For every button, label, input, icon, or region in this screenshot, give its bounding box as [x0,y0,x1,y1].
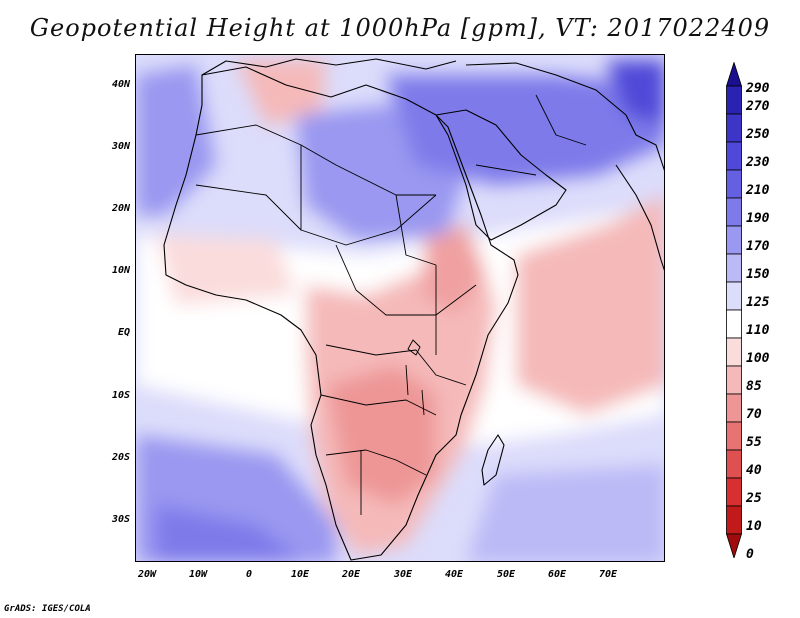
colorbar-swatch [725,533,743,560]
colorbar-swatch [726,281,742,311]
lat-label: EQ [117,327,130,338]
lake-malawi [421,389,425,416]
lon-label: 70E [598,569,618,580]
lat-label: 20N [111,203,130,214]
field-high-iran [606,60,664,125]
colorbar-label: 250 [746,127,770,142]
lon-label: 10W [188,569,208,580]
colorbar-label: 230 [746,155,770,170]
europe-coast [201,58,457,76]
field-high-south-atlantic-core [156,505,304,561]
colorbar-label: 0 [746,547,754,562]
colorbar-label: 110 [746,323,770,338]
colorbar-swatch [726,113,742,143]
lat-label: 30N [111,141,130,152]
colorbar-swatch [726,309,742,339]
border-sudan [395,194,437,266]
lon-label: 10E [290,569,310,580]
border-west [195,184,302,231]
lon-label: 60E [547,569,567,580]
colorbar-swatch [726,337,742,367]
field-lowest-africa [326,365,436,505]
colorbar-label: 70 [746,407,762,422]
lon-label: 0 [245,569,253,580]
map-panel [135,54,665,562]
colorbar-swatch [726,225,742,255]
field-high-middle-east [386,75,664,185]
colorbar-swatch [726,505,742,535]
colorbar-swatch [726,477,742,507]
colorbar-label: 55 [746,435,762,450]
asia-coast [465,62,664,171]
colorbar-swatch [725,61,743,87]
lon-label: 40E [444,569,464,580]
colorbar-swatch [726,141,742,171]
field-low-mediterranean [236,60,326,125]
coastlines [163,58,664,561]
colorbar-swatch [726,169,742,199]
colorbar-label: 100 [746,351,770,366]
border-congo [325,344,467,386]
field-high-northwest [136,65,216,215]
colorbar-swatch [726,365,742,395]
madagascar-coast [481,434,505,486]
colorbar-label: 125 [746,295,770,310]
colorbar [725,61,743,562]
lat-label: 10N [111,265,130,276]
field-low-west-africa [156,235,296,305]
colorbar-label: 190 [746,211,770,226]
colorbar-label: 170 [746,239,770,254]
colorbar-label: 210 [746,183,770,198]
colorbar-swatch [726,85,742,115]
colorbar-label: 290 [746,81,770,96]
colorbar-swatch [726,421,742,451]
colorbar-swatch [726,197,742,227]
border-north [195,124,436,196]
border-iran [535,94,587,146]
lat-label: 30S [111,514,130,525]
colorbar-label: 10 [746,519,762,534]
colorbar-swatch [726,393,742,423]
border-zambia [320,394,437,416]
africa-coast [163,66,519,561]
lat-label: 20S [111,452,130,463]
chart-title: Geopotential Height at 1000hPa [gpm], VT… [29,14,771,42]
lon-label: 30E [393,569,413,580]
field-low-indian-ocean [516,196,664,415]
lake-victoria [407,339,421,356]
grads-credit: GrADS: IGES/COLA [4,604,91,614]
field-low-ethiopia [421,225,486,315]
colorbar-label: 40 [746,463,762,478]
arabia-coast [435,109,567,241]
field-high-south-indian [466,465,664,561]
lat-label: 10S [111,390,130,401]
colorbar-label: 85 [746,379,762,394]
india-coast [615,164,664,271]
height-field [136,60,664,561]
colorbar-swatches [725,61,743,560]
lon-label: 20W [137,569,157,580]
lat-label: 40N [111,79,130,90]
border-arabia [475,164,537,176]
colorbar-swatch [726,449,742,479]
lake-tanganyika [405,364,409,396]
lon-label: 50E [496,569,516,580]
colorbar-swatch [726,253,742,283]
lon-label: 20E [341,569,361,580]
border-central [335,244,477,316]
colorbar-label: 270 [746,99,770,114]
border-sahel [300,145,437,246]
border-south [325,449,427,476]
colorbar-label: 25 [746,491,762,506]
geopotential-map [136,55,664,561]
colorbar-label: 150 [746,267,770,282]
